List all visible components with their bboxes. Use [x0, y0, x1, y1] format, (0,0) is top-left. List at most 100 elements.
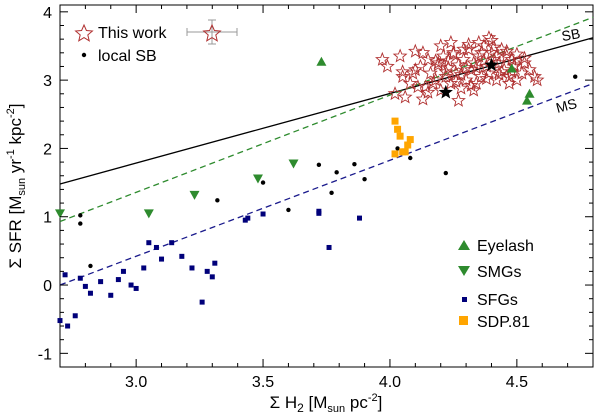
relation-line-ms: [59, 82, 594, 286]
legend-errorbar-symbol: [186, 19, 238, 45]
point-sfgs: [199, 299, 205, 305]
point-this-work: [527, 68, 542, 84]
y-tick-label: 3: [43, 73, 52, 90]
point-this-work: [509, 46, 525, 61]
point-sfgs: [128, 282, 134, 288]
point-local-sb: [334, 170, 339, 175]
point-smgs: [252, 174, 263, 184]
point-this-work: [425, 75, 441, 90]
point-this-work: [428, 53, 443, 68]
point-this-work: [489, 48, 504, 63]
point-sfgs: [87, 290, 93, 296]
point-this-work: [428, 72, 443, 87]
point-sdp-81: [391, 117, 399, 125]
point-this-work: [506, 57, 522, 72]
point-sfgs: [72, 313, 78, 319]
legend-sdp81-label: SDP.81: [477, 314, 530, 331]
point-this-work: [458, 60, 474, 75]
point-this-work: [392, 48, 408, 63]
point-this-work: [387, 86, 403, 101]
point-this-work: [471, 34, 487, 49]
point-this-work: [402, 75, 418, 90]
point-local-sb: [260, 180, 266, 185]
point-sfgs: [62, 272, 68, 278]
point-sfgs: [209, 274, 215, 280]
legend-smgs-marker: [458, 266, 470, 276]
legend-local-sb-marker: [81, 52, 87, 58]
legend-eyelash-label: Eyelash: [477, 238, 534, 255]
y-tick-label: -1: [38, 346, 52, 363]
point-sfgs: [242, 217, 248, 223]
point-this-work: [461, 36, 476, 51]
point-smgs: [55, 209, 65, 219]
point-this-work: [494, 41, 509, 56]
legend-this-work-label: This work: [98, 25, 167, 42]
point-this-work: [481, 65, 497, 80]
point-sfgs: [204, 268, 210, 274]
ms-line-label: MS: [554, 95, 578, 116]
point-this-work: [448, 73, 464, 88]
point-this-work: [415, 91, 431, 106]
legend-local-sb-label: local SB: [98, 48, 157, 65]
point-this-work: [443, 34, 459, 49]
legend-eyelash-marker: [458, 240, 470, 250]
point-local-sb: [78, 213, 83, 218]
point-sfgs: [212, 260, 218, 266]
point-sfgs: [153, 244, 159, 250]
point-this-work: [529, 72, 545, 87]
legend-top-left: This work local SB: [74, 19, 238, 65]
point-this-work: [461, 41, 476, 56]
point-this-work: [397, 89, 413, 104]
point-this-work: [415, 45, 431, 60]
point-local-sb: [88, 263, 93, 269]
point-local-sb: [395, 146, 400, 151]
point-smgs: [143, 209, 154, 219]
point-this-work: [473, 45, 489, 60]
legend-sfgs-label: SFGs: [477, 292, 518, 309]
point-this-work: [517, 55, 532, 70]
point-sfgs: [82, 283, 88, 289]
point-sdp-81: [406, 136, 414, 144]
point-this-work: [509, 72, 525, 87]
y-tick-label: 4: [43, 5, 52, 22]
point-this-work: [491, 66, 507, 81]
point-this-work: [440, 53, 456, 68]
legend-this-work-marker: [74, 23, 94, 42]
point-local-sb: [362, 176, 367, 182]
point-eyelash: [506, 63, 517, 73]
point-this-work: [408, 62, 423, 77]
point-this-work: [420, 51, 436, 66]
point-local-sb: [352, 161, 357, 167]
point-this-work: [466, 82, 482, 97]
point-sfgs: [115, 277, 121, 283]
point-this-work: [481, 30, 497, 45]
point-this-work: [446, 45, 461, 60]
point-smgs: [288, 159, 299, 169]
point-sfgs: [179, 253, 185, 259]
legend-sfgs-marker: [462, 297, 467, 302]
point-this-work: [395, 64, 410, 79]
point-this-work: [395, 68, 410, 84]
point-local-sb: [443, 170, 448, 176]
point-sfgs: [57, 318, 63, 324]
y-tick-label: 2: [43, 141, 52, 158]
point-this-work: [501, 75, 517, 90]
point-sfgs: [120, 268, 126, 274]
point-this-work: [430, 57, 446, 72]
legend-bottom-right: Eyelash SMGs SFGs SDP.81: [458, 238, 534, 331]
point-this-work: [420, 84, 436, 99]
point-sfgs: [169, 240, 175, 246]
point-local-sb: [573, 74, 578, 79]
point-sfgs: [65, 323, 71, 329]
point-sfgs: [189, 265, 195, 271]
point-sfgs: [260, 211, 266, 217]
point-this-work: [479, 71, 494, 85]
point-this-work: [453, 80, 469, 95]
point-sfgs: [141, 265, 147, 271]
point-sfgs: [356, 215, 362, 221]
point-sfgs: [108, 292, 114, 298]
point-local-sb: [329, 190, 334, 196]
point-sdp-81: [404, 141, 412, 149]
point-eyelash: [316, 56, 327, 66]
